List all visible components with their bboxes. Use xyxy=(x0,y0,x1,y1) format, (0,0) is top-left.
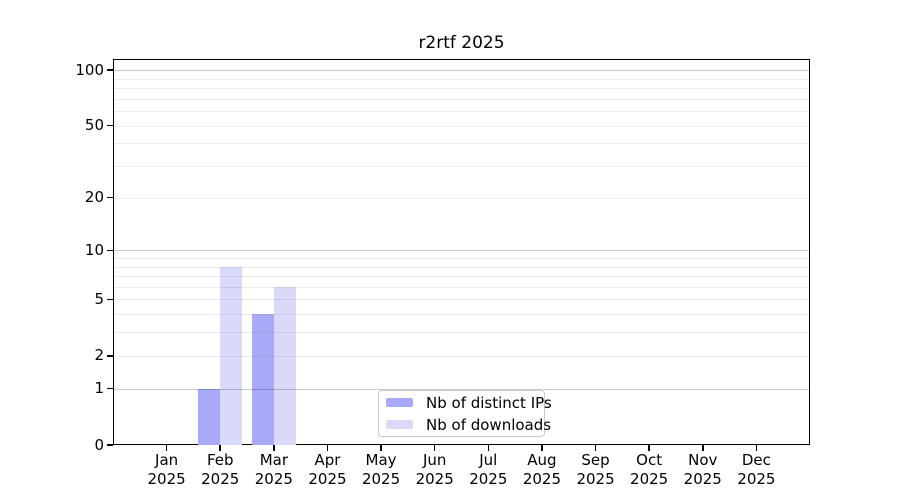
minor-gridline xyxy=(113,355,810,357)
minor-gridline xyxy=(113,258,810,259)
minor-gridline xyxy=(113,299,810,301)
y-tick-label: 50 xyxy=(84,116,104,135)
minor-gridline xyxy=(113,143,810,145)
x-tick-year: 2025 xyxy=(308,470,347,488)
x-tick-year: 2025 xyxy=(522,470,562,488)
y-tick-label: 1 xyxy=(94,379,104,398)
x-tick-label: Aug 2025 xyxy=(510,451,574,489)
y-tick xyxy=(107,69,113,71)
minor-gridline xyxy=(113,166,810,168)
x-tick-label: Jul 2025 xyxy=(456,451,520,489)
y-tick-label: 10 xyxy=(84,240,104,259)
x-tick-label: Nov 2025 xyxy=(671,451,735,489)
y-tick-label: 5 xyxy=(94,289,104,308)
y-tick xyxy=(107,124,113,127)
downloads-swatch xyxy=(386,420,413,429)
x-tick-year: 2025 xyxy=(147,470,186,488)
minor-gridline xyxy=(113,98,810,100)
bar-feb-ips xyxy=(198,388,221,445)
x-tick-year: 2025 xyxy=(737,470,776,488)
minor-gridline xyxy=(113,111,810,113)
y-tick xyxy=(107,298,113,301)
x-tick-year: 2025 xyxy=(201,470,240,488)
legend-item-distinct-ips: Nb of distinct IPs xyxy=(386,394,552,412)
y-tick xyxy=(107,355,113,357)
minor-gridline xyxy=(113,266,810,268)
x-tick-year: 2025 xyxy=(361,470,401,488)
y-tick-label: 20 xyxy=(84,188,104,207)
x-tick-year: 2025 xyxy=(254,470,293,488)
x-tick xyxy=(594,445,597,451)
major-gridline xyxy=(113,250,810,252)
x-tick xyxy=(433,445,436,451)
major-gridline xyxy=(113,70,810,72)
minor-gridline xyxy=(113,332,810,334)
x-tick xyxy=(487,445,490,451)
y-tick xyxy=(107,444,113,446)
x-tick-year: 2025 xyxy=(415,470,454,488)
y-tick-label: 100 xyxy=(75,60,104,79)
x-tick-year: 2025 xyxy=(630,470,669,488)
legend-item-downloads: Nb of downloads xyxy=(386,416,551,434)
x-tick xyxy=(648,445,650,451)
x-tick xyxy=(273,445,275,451)
minor-gridline xyxy=(113,78,810,80)
x-tick-label: Dec 2025 xyxy=(724,451,788,489)
x-tick-label: Apr 2025 xyxy=(295,451,359,489)
bar-mar-ips xyxy=(251,314,274,445)
legend-label-downloads: Nb of downloads xyxy=(426,415,552,434)
x-tick-label: Feb 2025 xyxy=(188,451,252,489)
y-tick xyxy=(107,249,113,251)
x-tick-label: Jun 2025 xyxy=(403,451,467,489)
minor-gridline xyxy=(113,197,810,199)
x-tick xyxy=(755,445,758,451)
minor-gridline xyxy=(113,286,810,288)
chart-title: r2rtf 2025 xyxy=(418,33,505,53)
distinct-ips-swatch xyxy=(386,398,413,407)
x-tick xyxy=(219,445,221,451)
plot-area xyxy=(113,59,810,445)
x-tick xyxy=(702,445,704,451)
x-tick xyxy=(541,445,543,451)
minor-gridline xyxy=(113,314,810,316)
x-tick xyxy=(380,445,382,451)
x-tick-year: 2025 xyxy=(576,470,615,488)
minor-gridline xyxy=(113,276,810,278)
x-tick xyxy=(165,445,168,451)
legend: Nb of distinct IPs Nb of downloads xyxy=(378,390,552,437)
x-tick-label: Mar 2025 xyxy=(242,451,306,489)
bar-feb-downloads xyxy=(220,266,243,445)
minor-gridline xyxy=(113,125,810,127)
minor-gridline xyxy=(113,88,810,90)
major-gridline xyxy=(113,388,810,390)
x-tick-label: Sep 2025 xyxy=(564,451,628,489)
legend-label-distinct-ips: Nb of distinct IPs xyxy=(426,393,552,412)
x-tick-year: 2025 xyxy=(469,470,508,488)
x-tick-year: 2025 xyxy=(683,470,722,488)
y-tick xyxy=(107,196,113,199)
x-tick-label: Jan 2025 xyxy=(135,451,199,489)
y-tick xyxy=(107,387,113,390)
y-tick-label: 0 xyxy=(94,435,104,454)
bar-mar-downloads xyxy=(273,286,296,445)
x-tick xyxy=(326,445,329,451)
y-tick-label: 2 xyxy=(94,346,104,365)
x-tick-label: Oct 2025 xyxy=(617,451,681,489)
x-tick-label: May 2025 xyxy=(349,451,413,489)
